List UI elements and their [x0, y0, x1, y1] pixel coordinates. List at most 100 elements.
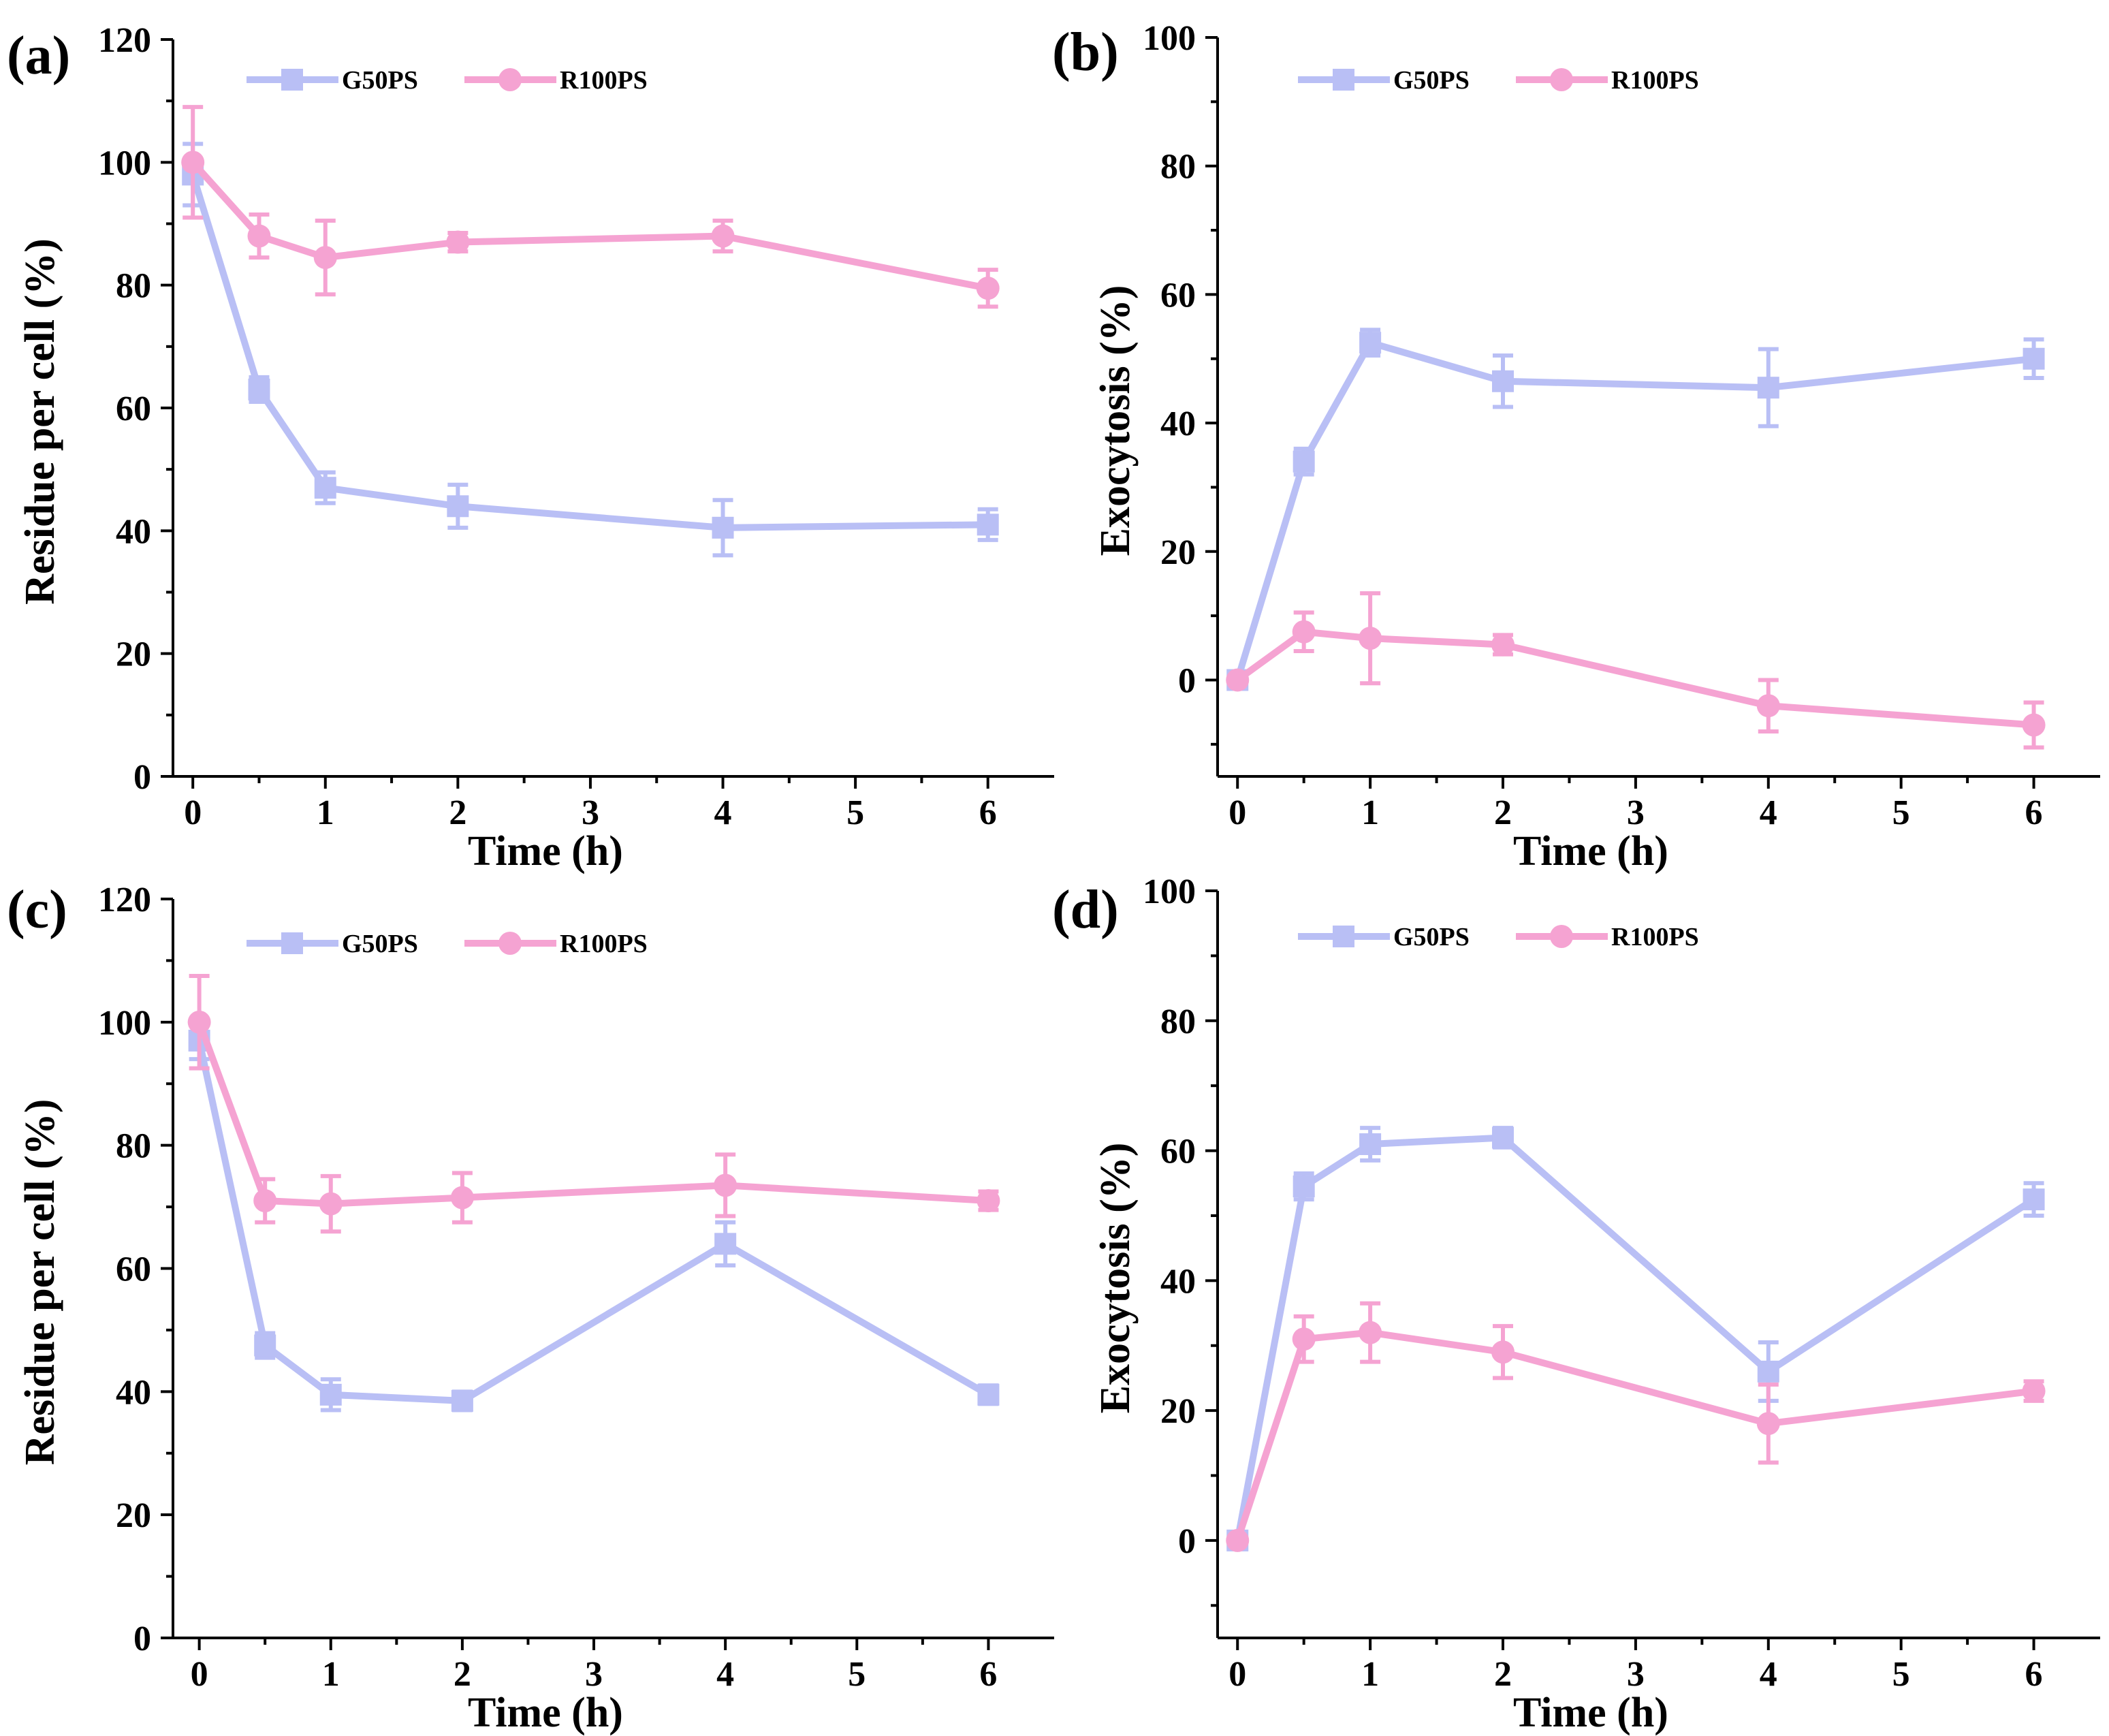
x-tick-label: 1	[317, 793, 334, 832]
data-point-circle	[253, 1189, 277, 1213]
x-axis-title: Time (h)	[468, 828, 623, 874]
legend-marker-square	[281, 69, 303, 91]
legend-label: G50PS	[1393, 66, 1470, 95]
data-point-circle	[313, 246, 337, 270]
data-point-square	[314, 477, 336, 499]
data-point-square	[254, 1334, 276, 1357]
data-point-square	[1293, 1175, 1315, 1198]
data-point-circle	[1756, 694, 1780, 718]
y-tick-label: 80	[1160, 1003, 1196, 1041]
x-tick-label: 5	[846, 793, 864, 832]
data-point-circle	[1292, 620, 1316, 644]
x-axis-title: Time (h)	[1513, 1690, 1668, 1736]
data-point-circle	[450, 1186, 474, 1210]
panel-label: (a)	[7, 26, 70, 86]
data-point-square	[977, 1383, 1000, 1406]
x-tick-label: 3	[585, 1655, 603, 1694]
data-point-square	[2023, 347, 2045, 370]
data-point-circle	[976, 277, 1000, 300]
y-tick-label: 0	[1178, 661, 1196, 700]
y-tick-label: 20	[116, 1496, 151, 1535]
x-tick-label: 5	[1892, 793, 1910, 832]
x-tick-label: 1	[1361, 793, 1379, 832]
series-line-G50PS	[189, 173, 988, 531]
data-point-circle	[1226, 1528, 1250, 1552]
x-tick-label: 5	[1892, 1655, 1910, 1694]
y-tick-label: 80	[116, 267, 151, 306]
data-point-circle	[319, 1192, 343, 1216]
y-tick-label: 60	[116, 390, 151, 428]
panel-label: (c)	[7, 880, 67, 940]
data-point-circle	[1359, 1321, 1382, 1344]
x-tick-label: 2	[449, 793, 466, 832]
data-point-square	[1757, 377, 1779, 399]
panel-label: (d)	[1052, 880, 1119, 940]
y-tick-label: 40	[116, 1373, 151, 1412]
y-tick-label: 100	[1143, 872, 1196, 911]
y-tick-label: 100	[98, 1004, 151, 1043]
series-line-R100PS	[190, 159, 989, 292]
series-line-G50PS	[1234, 1134, 2036, 1541]
legend-marker-circle	[1550, 925, 1573, 948]
x-tick-label: 4	[1760, 1655, 1777, 1694]
chart-panel-b: 0 20 40 60 80 100 0 1 2 3 4 5 6 Time (h) Exocytosis (%…	[1052, 19, 2100, 874]
legend-marker-square	[281, 932, 303, 954]
panel-label: (b)	[1052, 22, 1119, 82]
series-line-G50PS	[195, 1039, 990, 1404]
y-tick-label: 120	[98, 21, 151, 60]
data-point-circle	[714, 1173, 738, 1197]
x-tick-label: 0	[191, 1655, 208, 1694]
data-point-circle	[1491, 1340, 1515, 1364]
data-point-square	[451, 1389, 473, 1412]
data-point-square	[1492, 370, 1515, 392]
data-point-square	[977, 514, 999, 536]
series-line-R100PS	[1235, 628, 2034, 729]
legend-label: R100PS	[560, 66, 648, 95]
data-point-circle	[711, 224, 735, 248]
y-tick-label: 60	[116, 1250, 151, 1289]
x-tick-label: 6	[2025, 1655, 2043, 1694]
data-point-square	[447, 495, 469, 518]
chart-panel-c: 0 20 40 60 80 100 120 0 1 2 3 4 5 6 Time (h) Residue pe…	[7, 880, 1054, 1736]
x-tick-label: 2	[454, 1655, 471, 1694]
legend-marker-square	[1333, 926, 1354, 947]
x-tick-label: 5	[848, 1655, 866, 1694]
x-tick-label: 2	[1494, 793, 1512, 832]
y-tick-label: 20	[1160, 1392, 1196, 1431]
data-point-circle	[2022, 713, 2046, 737]
y-tick-label: 60	[1160, 1133, 1196, 1171]
data-point-circle	[1226, 668, 1250, 692]
data-point-circle	[181, 151, 205, 174]
x-tick-label: 6	[979, 793, 997, 832]
x-tick-label: 0	[1228, 1655, 1246, 1694]
data-point-square	[1757, 1360, 1779, 1383]
x-tick-label: 1	[322, 1655, 340, 1694]
legend-label: G50PS	[1393, 923, 1470, 951]
x-tick-label: 3	[582, 793, 599, 832]
legend-label: R100PS	[1611, 923, 1699, 951]
y-tick-label: 20	[1160, 533, 1196, 572]
legend-marker-square	[1333, 69, 1354, 91]
data-point-circle	[2022, 1379, 2046, 1403]
y-tick-label: 0	[133, 1620, 151, 1658]
x-tick-label: 4	[1760, 793, 1777, 832]
data-point-circle	[1359, 627, 1382, 650]
legend-label: R100PS	[560, 930, 648, 958]
y-axis-title: Exocytosis (%)	[1092, 285, 1139, 556]
y-tick-label: 100	[98, 144, 151, 183]
x-tick-label: 2	[1494, 1655, 1512, 1694]
series-line-G50PS	[1234, 339, 2035, 681]
x-tick-label: 4	[716, 1655, 734, 1694]
legend-marker-circle	[498, 68, 522, 91]
y-tick-label: 0	[1178, 1522, 1196, 1561]
data-point-circle	[1292, 1327, 1316, 1351]
x-tick-label: 4	[714, 793, 732, 832]
y-tick-label: 20	[116, 635, 151, 674]
x-tick-label: 1	[1361, 1655, 1379, 1694]
data-point-square	[248, 378, 270, 400]
x-tick-label: 6	[2025, 793, 2043, 832]
y-tick-label: 0	[133, 758, 151, 797]
x-tick-label: 3	[1627, 1655, 1645, 1694]
legend-marker-circle	[1550, 68, 1573, 91]
legend-label: R100PS	[1611, 66, 1699, 95]
